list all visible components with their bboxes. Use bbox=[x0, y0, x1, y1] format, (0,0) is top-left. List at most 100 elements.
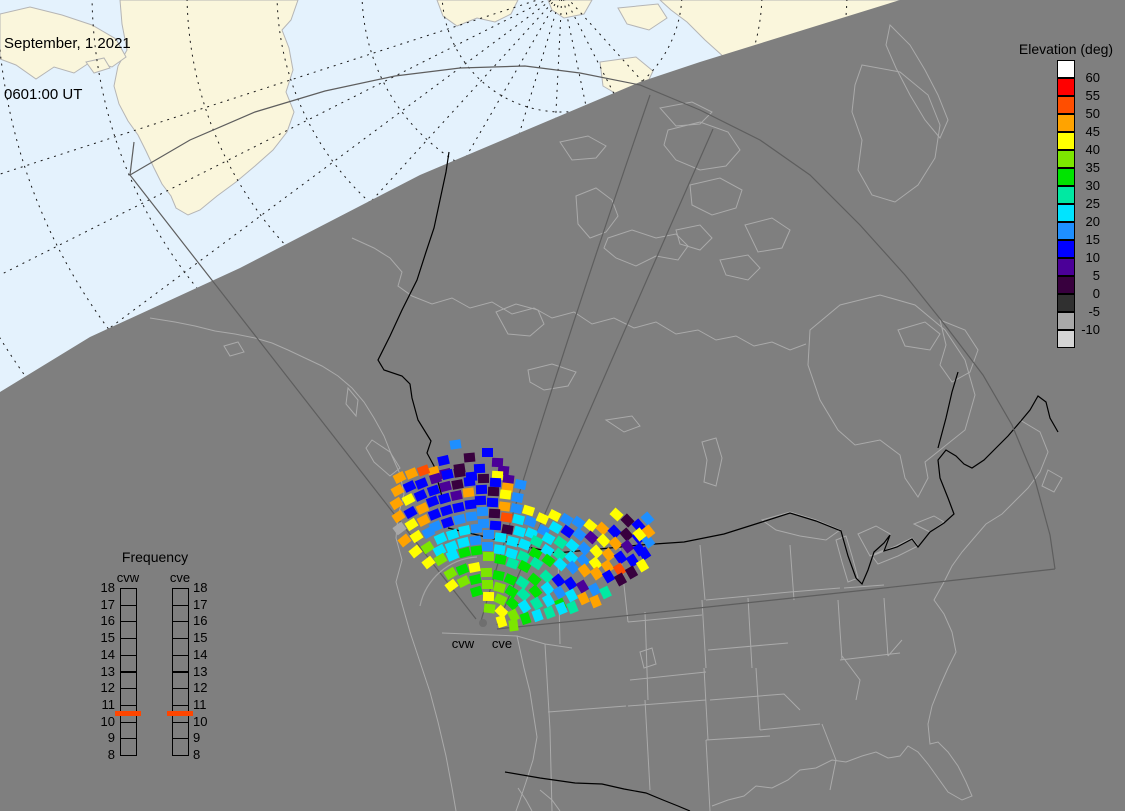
radar-scatter-cell bbox=[488, 508, 500, 518]
frequency-scale-box bbox=[120, 621, 137, 640]
radar-scatter-cell bbox=[480, 567, 492, 577]
radar-scatter-cell bbox=[464, 510, 478, 522]
colorbar-tick-label: 30 bbox=[1085, 178, 1100, 193]
radar-scatter-cell bbox=[448, 438, 462, 450]
fov-corner-tick bbox=[129, 141, 135, 176]
us-mexico-border bbox=[504, 771, 691, 811]
fov-outline bbox=[129, 65, 1056, 630]
frequency-tick-label: 8 bbox=[193, 747, 201, 762]
frequency-tick-label: 11 bbox=[101, 696, 116, 712]
radar-scatter-cell bbox=[489, 477, 501, 487]
colorbar-swatch bbox=[1057, 276, 1075, 294]
ungava-coast bbox=[939, 319, 979, 383]
radar-scatter-cell bbox=[436, 454, 450, 466]
colorbar-tick-label: 15 bbox=[1085, 232, 1100, 247]
arctic-mainland-coast bbox=[351, 237, 807, 351]
land-ellesmere bbox=[617, 3, 668, 31]
radar-scatter-cell bbox=[452, 513, 466, 525]
radar-scatter-cell bbox=[463, 452, 475, 462]
fov-left-edge bbox=[129, 174, 477, 620]
radar-scatter-cell bbox=[489, 520, 501, 530]
frequency-scale-box bbox=[172, 621, 189, 640]
frequency-tick-label: 10 bbox=[100, 713, 115, 729]
arctic-island-a bbox=[663, 121, 741, 171]
frequency-tick-label: 11 bbox=[193, 696, 207, 712]
black-borders bbox=[377, 151, 1059, 811]
radar-scatter-cell bbox=[469, 544, 483, 556]
time-text: 0601:00 UT bbox=[4, 86, 83, 103]
frequency-scale-box bbox=[120, 721, 137, 740]
radar-scatter-cell bbox=[492, 543, 506, 555]
radar-scatter-cell bbox=[482, 602, 496, 614]
radar-scatter-cell bbox=[476, 506, 488, 516]
radar-scatter-cell bbox=[449, 489, 463, 501]
frequency-tick-label: 9 bbox=[107, 730, 115, 746]
frequency-scale-box bbox=[172, 588, 189, 606]
colorbar-swatch bbox=[1057, 294, 1075, 312]
colorbar-tick-label: 25 bbox=[1085, 196, 1100, 211]
great-salt-lake bbox=[639, 647, 657, 669]
frequency-marker bbox=[167, 711, 193, 716]
banks-island bbox=[575, 187, 619, 239]
frequency-tick-label: 14 bbox=[193, 646, 208, 662]
radar-scatter-cell bbox=[463, 498, 477, 510]
frequency-tick-label: 17 bbox=[100, 596, 115, 612]
radar-site-marker bbox=[479, 619, 487, 627]
lake-michigan bbox=[835, 535, 859, 583]
fov-right-edge bbox=[496, 568, 1056, 630]
colorbar-swatch bbox=[1057, 258, 1075, 276]
great-slave-lake bbox=[527, 363, 577, 391]
frequency-scale-box bbox=[120, 604, 137, 623]
radar-scatter-cell bbox=[482, 591, 494, 601]
frequency-scale-box bbox=[120, 688, 137, 706]
radar-scatter-cell bbox=[505, 535, 519, 547]
radar-scatter-cell bbox=[452, 466, 466, 478]
date-text: September, 1 2021 bbox=[4, 35, 131, 52]
night-coastlines bbox=[149, 23, 1063, 811]
colorbar-tick-label: 10 bbox=[1085, 250, 1100, 265]
colorbar-tick-label: 55 bbox=[1085, 88, 1100, 103]
hudson-bay bbox=[807, 294, 976, 498]
colorbar-tick-label: 50 bbox=[1085, 106, 1100, 121]
frequency-scale-box bbox=[120, 738, 137, 756]
radar-scatter-cell bbox=[507, 618, 519, 632]
frequency-scale-box bbox=[172, 738, 189, 756]
day-land bbox=[0, 0, 901, 216]
colorbar-tick-label: 40 bbox=[1085, 142, 1100, 157]
colorbar-tick-label: -10 bbox=[1081, 322, 1100, 337]
frequency-tick-label: 18 bbox=[100, 580, 115, 595]
lake-erie bbox=[871, 537, 919, 565]
frequency-tick-label: 12 bbox=[193, 680, 208, 696]
frequency-scale-box bbox=[172, 638, 189, 656]
frequency-marker bbox=[115, 711, 141, 716]
devon-island bbox=[659, 101, 713, 127]
radar-scatter-cell bbox=[510, 491, 524, 503]
radar-scatter-cell bbox=[481, 447, 493, 457]
colorbar-swatch bbox=[1057, 240, 1075, 258]
radar-scatter-cell bbox=[493, 531, 507, 543]
frequency-scale-box bbox=[120, 654, 137, 673]
atlantic-coast bbox=[711, 419, 1049, 807]
frequency-tick-label: 15 bbox=[193, 630, 208, 646]
frequency-tick-label: 12 bbox=[100, 680, 115, 696]
fov-near-range-arc bbox=[419, 556, 478, 607]
vancouver-island bbox=[365, 439, 401, 477]
frequency-scale-box bbox=[120, 638, 137, 656]
radar-scatter-cell bbox=[482, 529, 494, 539]
melville-island bbox=[559, 135, 607, 161]
frequency-column-label-cvw: cvw bbox=[116, 570, 140, 585]
colorbar-tick-label: 35 bbox=[1085, 160, 1100, 175]
lake-ontario bbox=[912, 515, 945, 533]
frequency-scale-box bbox=[172, 671, 189, 690]
state-borders bbox=[441, 544, 903, 811]
colorbar-tick-label: 0 bbox=[1092, 286, 1100, 301]
radar-scatter-cell bbox=[509, 502, 523, 514]
radar-scatter-cell bbox=[482, 551, 494, 561]
frequency-scale-box bbox=[172, 604, 189, 623]
colorbar-swatch bbox=[1057, 150, 1075, 168]
radar-scatter-cell bbox=[513, 478, 527, 490]
radar-scatter-cell bbox=[487, 486, 499, 496]
frequency-tick-label: 9 bbox=[193, 730, 201, 746]
colorbar-swatch bbox=[1057, 96, 1075, 114]
colorbar-tick-label: 60 bbox=[1085, 70, 1100, 85]
